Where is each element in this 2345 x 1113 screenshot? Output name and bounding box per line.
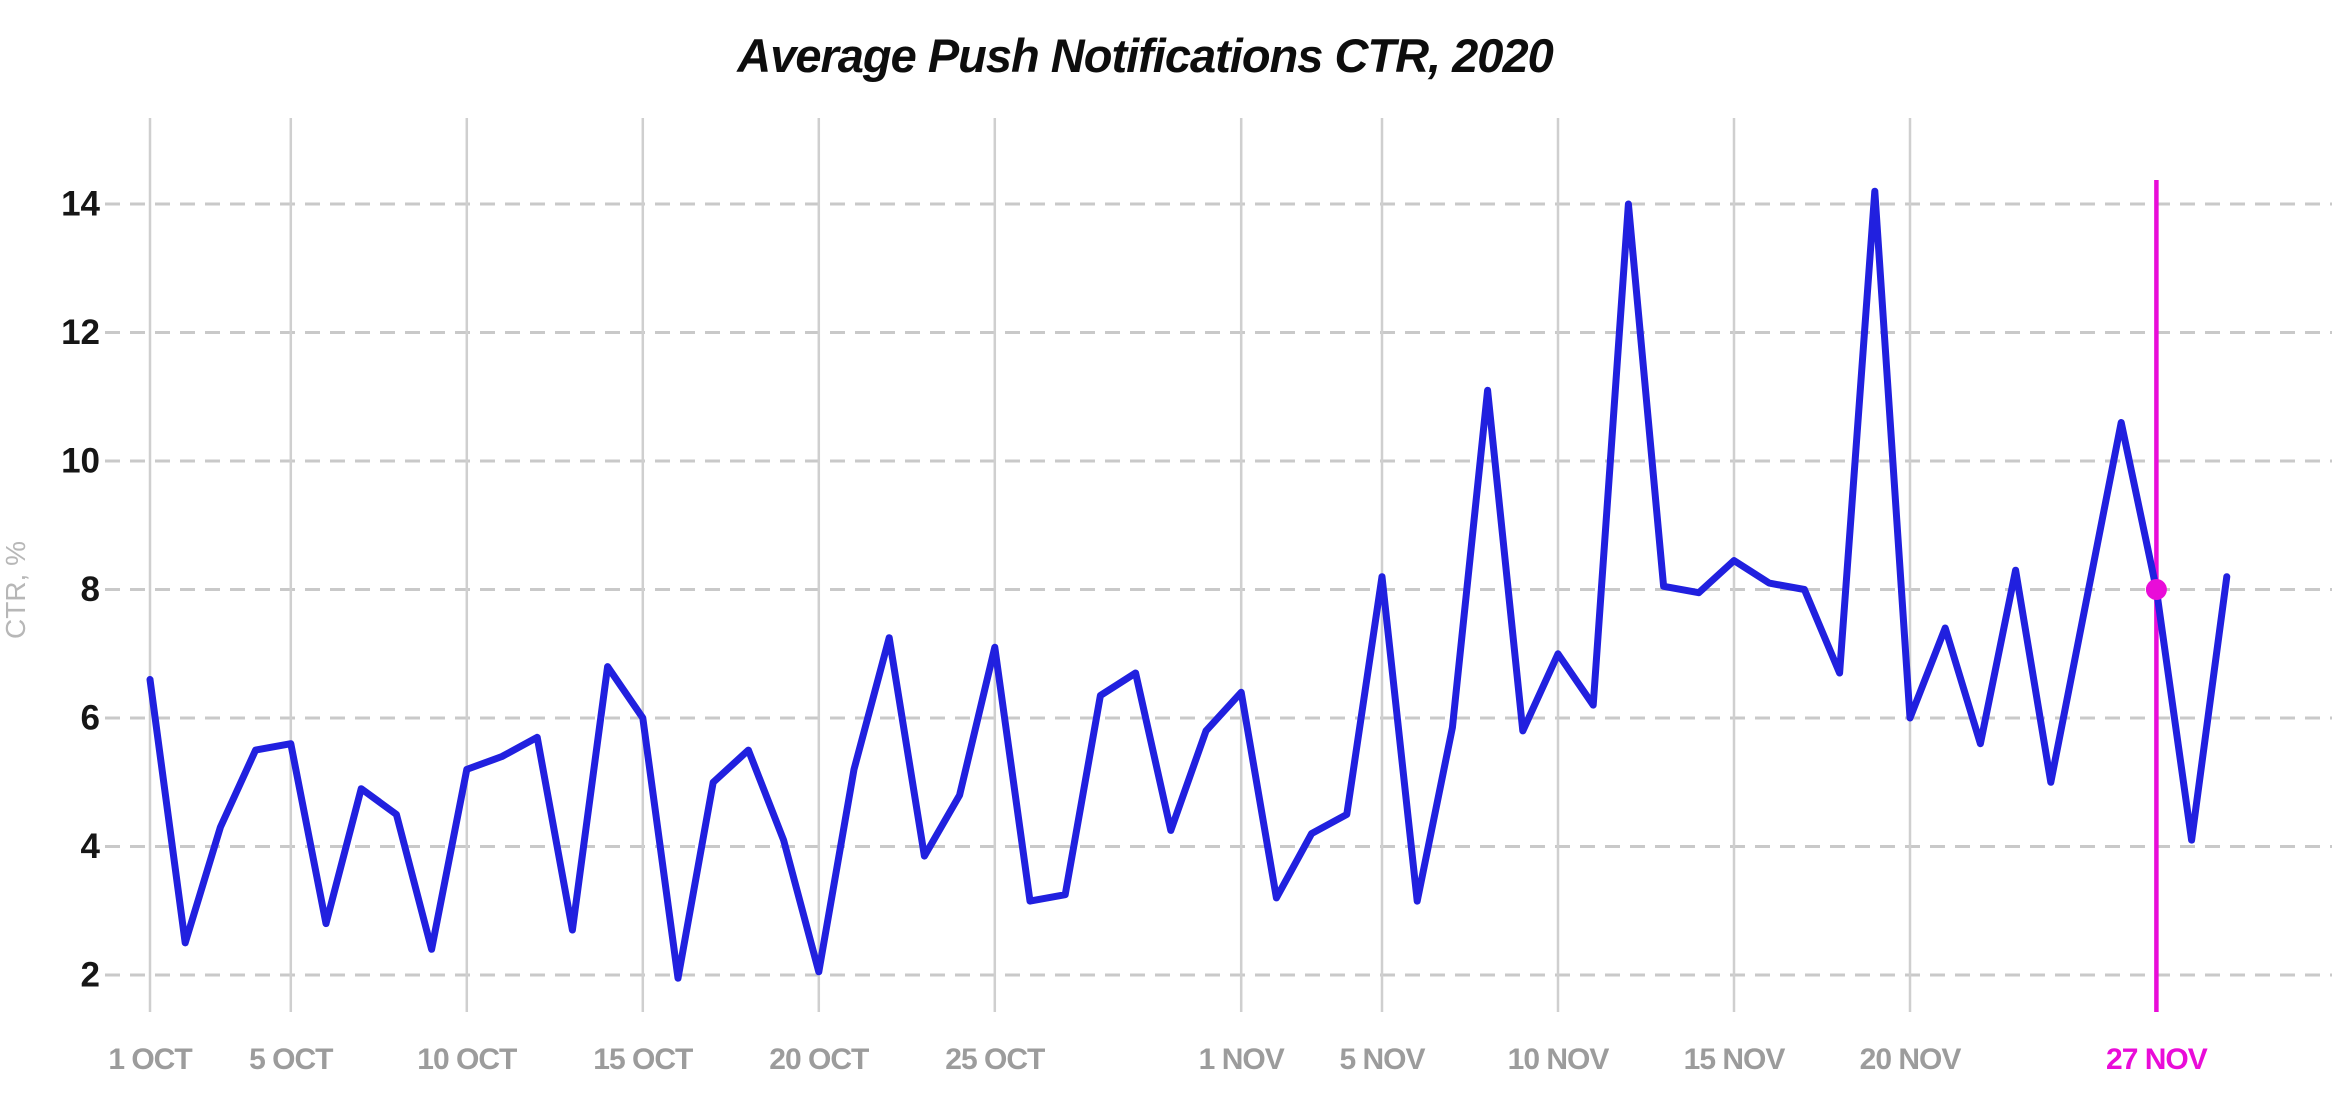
x-tick-label: 25 OCT (945, 1043, 1045, 1076)
y-tick-label: 14 (61, 185, 100, 224)
y-tick-label: 6 (81, 699, 100, 738)
chart-title: Average Push Notifications CTR, 2020 (737, 29, 1553, 82)
y-tick-label: 10 (61, 442, 100, 481)
y-tick-label: 12 (61, 313, 100, 352)
x-tick-label: 1 NOV (1199, 1043, 1285, 1076)
x-tick-label: 5 OCT (249, 1043, 333, 1076)
x-tick-label: 15 NOV (1684, 1043, 1786, 1076)
x-tick-label-highlight: 27 NOV (2106, 1043, 2208, 1076)
x-tick-label: 1 OCT (108, 1043, 192, 1076)
highlight-data-point (2145, 579, 2167, 600)
y-tick-label: 4 (81, 827, 101, 866)
x-tick-label: 20 NOV (1860, 1043, 1962, 1076)
x-tick-label: 20 OCT (769, 1043, 869, 1076)
y-tick-label: 8 (81, 570, 100, 609)
x-tick-label: 5 NOV (1339, 1043, 1425, 1076)
y-tick-label: 2 (81, 956, 100, 995)
x-tick-label: 10 NOV (1508, 1043, 1610, 1076)
ctr-series-line (146, 187, 2231, 982)
x-tick-label: 10 OCT (417, 1043, 517, 1076)
y-axis-title: CTR, % (0, 541, 31, 639)
x-tick-label: 15 OCT (593, 1043, 693, 1076)
